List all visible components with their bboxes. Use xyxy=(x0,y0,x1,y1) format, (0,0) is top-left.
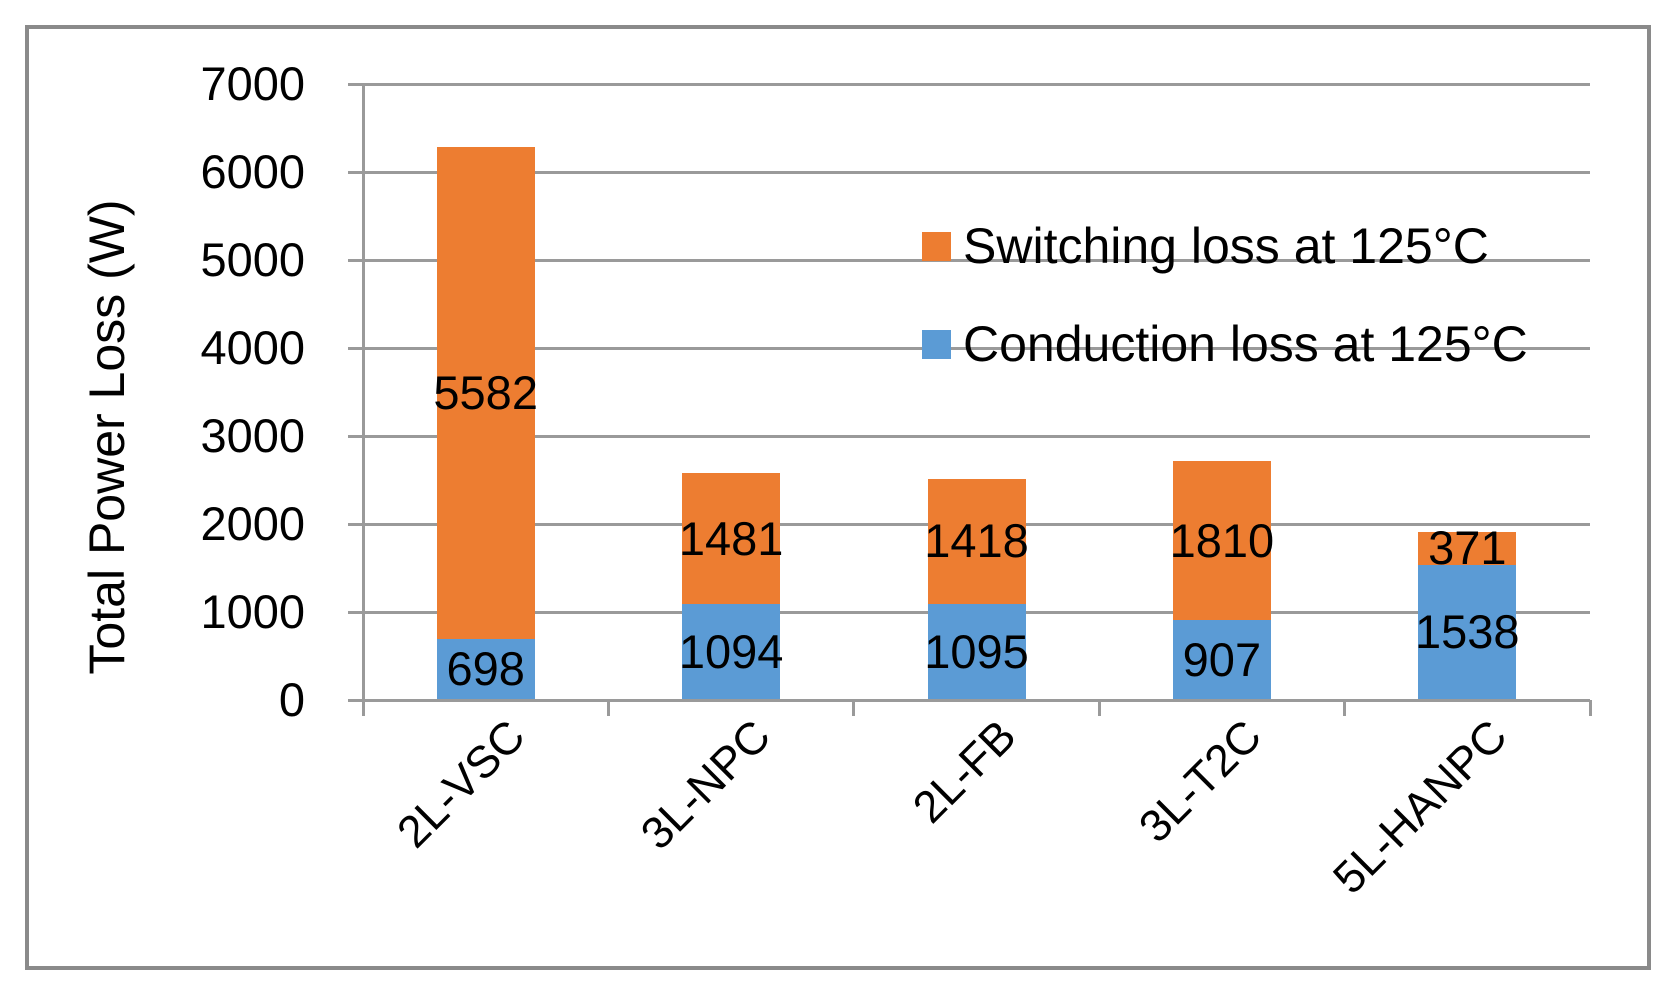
y-tick-label: 6000 xyxy=(200,145,305,198)
bar-segment-conduction xyxy=(1418,564,1517,700)
data-label-conduction: 1095 xyxy=(924,624,1029,678)
y-tick-label: 4000 xyxy=(200,321,305,374)
data-label-conduction: 1538 xyxy=(1415,605,1520,659)
data-label-switching: 371 xyxy=(1428,521,1507,575)
y-tick-label: 7000 xyxy=(200,57,305,110)
y-tick-label: 3000 xyxy=(200,409,305,462)
data-label-conduction: 698 xyxy=(446,642,525,696)
gridline-5000 xyxy=(363,258,1590,262)
gridline-6000 xyxy=(363,170,1590,174)
y-tick-label: 0 xyxy=(278,673,305,726)
x-axis-tick xyxy=(361,700,365,716)
bar-segment-switching xyxy=(1172,460,1271,621)
y-axis-tick xyxy=(348,82,363,86)
x-axis-line xyxy=(363,698,1590,702)
data-label-conduction: 907 xyxy=(1182,633,1262,687)
x-axis-tick xyxy=(852,700,856,716)
y-tick-label: 1000 xyxy=(200,585,305,638)
legend-label: Switching loss at 125°C xyxy=(963,218,1489,274)
y-axis-tick xyxy=(348,698,363,702)
x-axis-tick xyxy=(606,700,610,716)
legend-swatch xyxy=(922,232,951,261)
x-axis-tick xyxy=(1588,700,1592,716)
x-axis-tick xyxy=(1097,700,1101,716)
bar-segment-conduction xyxy=(682,603,781,700)
gridline-4000 xyxy=(363,346,1590,350)
gridline-7000 xyxy=(363,82,1590,86)
legend-swatch xyxy=(922,330,951,359)
data-label-switching: 5582 xyxy=(433,365,538,419)
y-tick-label: 5000 xyxy=(200,233,305,286)
x-axis-tick xyxy=(1343,700,1347,716)
bar-segment-switching xyxy=(927,478,1026,604)
y-axis-tick xyxy=(348,522,363,526)
y-axis-line xyxy=(361,84,365,700)
data-label-switching: 1481 xyxy=(678,511,784,565)
data-label-conduction: 1094 xyxy=(678,624,784,678)
bar-segment-switching xyxy=(436,147,535,639)
y-axis-tick xyxy=(348,434,363,438)
y-axis-tick xyxy=(348,170,363,174)
y-axis-tick xyxy=(348,258,363,262)
bar-segment-conduction xyxy=(1172,620,1271,700)
legend-entry: Conduction loss at 125°C xyxy=(922,319,1542,369)
data-label-switching: 1418 xyxy=(924,514,1029,568)
bar-segment-conduction xyxy=(927,603,1026,700)
legend-label: Conduction loss at 125°C xyxy=(963,316,1528,372)
y-tick-label: 2000 xyxy=(200,497,305,550)
bar-segment-switching xyxy=(682,473,781,604)
figure-border xyxy=(25,25,1651,970)
y-axis-tick xyxy=(348,346,363,350)
legend-entry: Switching loss at 125°C xyxy=(922,221,1542,271)
gridline-3000 xyxy=(363,434,1590,438)
y-axis-tick xyxy=(348,610,363,614)
bar-segment-switching xyxy=(1418,532,1517,565)
bar-segment-conduction xyxy=(436,638,535,700)
data-label-switching: 1810 xyxy=(1169,513,1275,567)
